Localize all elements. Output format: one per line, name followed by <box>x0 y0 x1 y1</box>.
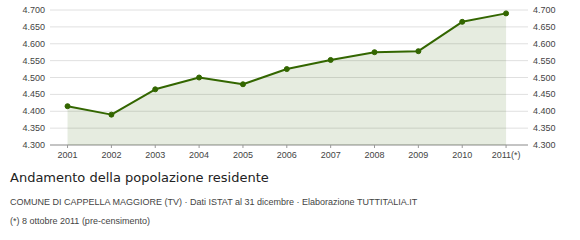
marker <box>109 112 114 117</box>
line <box>68 13 507 114</box>
marker <box>328 57 333 62</box>
x-tick <box>330 145 331 148</box>
x-tick <box>506 145 507 148</box>
x-axis: 2001 2002 2003 2004 2005 2006 2007 2008 2009 2010… <box>58 145 521 160</box>
y-tick-label-right: 4.500 <box>533 73 556 83</box>
x-tick <box>199 145 200 148</box>
subtitle: COMUNE DI CAPPELLA MAGGIORE (TV) · Dati … <box>10 197 418 207</box>
x-tick-label: 2008 <box>364 150 384 160</box>
chart-container: 4.300 4.300 4.350 4.350 4.400 4.400 4.450 4.450… <box>0 0 580 240</box>
area-fill <box>68 13 507 145</box>
marker <box>416 49 421 54</box>
marker <box>284 67 289 72</box>
y-tick-label: 4.500 <box>22 73 45 83</box>
y-tick-label: 4.700 <box>22 5 45 15</box>
x-tick-label: 2005 <box>233 150 253 160</box>
x-tick-label: 2004 <box>189 150 209 160</box>
x-tick <box>286 145 287 148</box>
y-tick-label: 4.300 <box>22 140 45 150</box>
marker <box>240 82 245 87</box>
chart-svg: 4.300 4.300 4.350 4.350 4.400 4.400 4.450 4.450… <box>0 0 580 240</box>
y-tick-label: 4.650 <box>22 22 45 32</box>
y-tick-label-right: 4.400 <box>533 106 556 116</box>
marker <box>504 11 509 16</box>
x-tick <box>374 145 375 148</box>
x-tick <box>67 145 68 148</box>
y-tick-label-right: 4.650 <box>533 22 556 32</box>
y-tick-label-right: 4.600 <box>533 39 556 49</box>
y-tick-label: 4.400 <box>22 106 45 116</box>
x-tick-label: 2011(*) <box>492 150 521 160</box>
y-tick-label: 4.350 <box>22 123 45 133</box>
x-tick <box>418 145 419 148</box>
grid-line <box>50 10 528 11</box>
marker <box>153 87 158 92</box>
x-tick <box>155 145 156 148</box>
x-tick <box>462 145 463 148</box>
y-tick-label: 4.450 <box>22 89 45 99</box>
x-tick-label: 2009 <box>408 150 428 160</box>
x-tick <box>111 145 112 148</box>
y-tick-label: 4.600 <box>22 39 45 49</box>
x-tick-label: 2001 <box>58 150 78 160</box>
x-tick-label: 2002 <box>101 150 121 160</box>
x-tick-label: 2006 <box>277 150 297 160</box>
y-tick-label-right: 4.550 <box>533 56 556 66</box>
y-tick-label-right: 4.450 <box>533 89 556 99</box>
y-tick-label-right: 4.300 <box>533 140 556 150</box>
plot-area <box>65 11 509 145</box>
annotation: (*) 8 ottobre 2011 (pre-censimento) <box>10 216 150 226</box>
x-tick <box>242 145 243 148</box>
marker <box>197 75 202 80</box>
grid <box>50 10 528 145</box>
marker <box>65 104 70 109</box>
marker <box>372 50 377 55</box>
y-axis: 4.300 4.300 4.350 4.350 4.400 4.400 4.450 4.450… <box>22 5 555 150</box>
x-tick-label: 2007 <box>321 150 341 160</box>
x-tick-label: 2010 <box>452 150 472 160</box>
title: Andamento della popolazione residente <box>10 170 269 185</box>
x-tick-label: 2003 <box>145 150 165 160</box>
y-tick-label-right: 4.350 <box>533 123 556 133</box>
y-tick-label-right: 4.700 <box>533 5 556 15</box>
marker <box>460 19 465 24</box>
y-tick-label: 4.550 <box>22 56 45 66</box>
